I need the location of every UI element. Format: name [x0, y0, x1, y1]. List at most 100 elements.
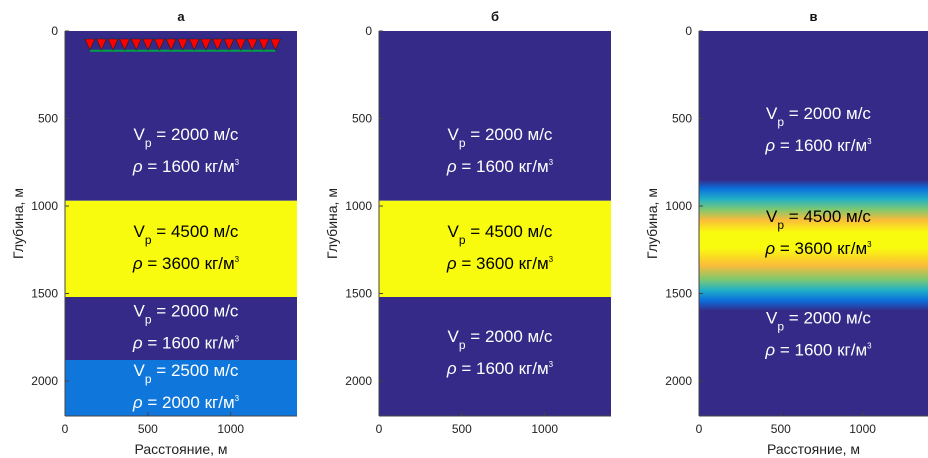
vp-value: 4500: [171, 222, 209, 241]
vp-subscript: p: [777, 218, 784, 232]
rho-value: 3600: [162, 254, 200, 273]
vp-equals: =: [784, 104, 803, 123]
rho-equals: =: [457, 254, 476, 273]
rho-annotation: ρ = 2000 кг/м3: [132, 393, 240, 412]
y-tick-label: 2000: [31, 374, 58, 388]
rho-symbol: ρ: [764, 239, 775, 258]
y-tick-label: 1500: [31, 287, 58, 301]
receiver-triangle: [142, 38, 154, 51]
rho-annotation: ρ = 1600 кг/м3: [446, 359, 554, 378]
density-unit-superscript: 3: [235, 158, 240, 167]
y-axis-label: Глубина, м: [10, 188, 26, 259]
velocity-unit: м/с: [214, 222, 239, 241]
vp-annotation: Vp = 2000 м/с: [448, 125, 553, 150]
x-tick-label: 500: [452, 422, 472, 436]
density-unit-superscript: 3: [549, 255, 554, 264]
velocity-unit: м/с: [846, 104, 871, 123]
vp-letter: V: [766, 207, 778, 226]
rho-symbol: ρ: [764, 341, 775, 360]
x-tick-label: 0: [696, 422, 703, 436]
vp-subscript: p: [145, 233, 152, 247]
receiver-triangle: [119, 38, 131, 51]
vp-equals: =: [466, 125, 485, 144]
y-tick-label: 1500: [665, 287, 692, 301]
velocity-unit: м/с: [528, 222, 553, 241]
receiver-triangle: [258, 38, 270, 51]
y-tick-label: 1500: [345, 287, 372, 301]
velocity-unit: м/с: [214, 361, 239, 380]
density-unit: кг/м: [519, 254, 549, 273]
vp-value: 2000: [485, 327, 523, 346]
rho-annotation: ρ = 1600 кг/м3: [764, 136, 872, 155]
vp-letter: V: [448, 327, 460, 346]
x-axis-label: Расстояние, м: [134, 441, 227, 457]
velocity-unit: м/с: [214, 302, 239, 321]
vp-equals: =: [466, 222, 485, 241]
vp-value: 2000: [803, 104, 841, 123]
density-unit: кг/м: [837, 239, 867, 258]
vp-subscript: p: [777, 115, 784, 129]
density-unit-superscript: 3: [235, 394, 240, 403]
y-tick-label: 500: [352, 112, 372, 126]
y-tick-label: 2000: [345, 374, 372, 388]
rho-value: 1600: [795, 136, 833, 155]
rho-annotation: ρ = 3600 кг/м3: [764, 239, 872, 258]
density-unit: кг/м: [205, 254, 235, 273]
rho-annotation: ρ = 3600 кг/м3: [446, 254, 554, 273]
rho-equals: =: [775, 341, 794, 360]
rho-value: 3600: [476, 254, 514, 273]
density-unit-superscript: 3: [235, 335, 240, 344]
rho-symbol: ρ: [446, 254, 457, 273]
receiver-triangle: [211, 38, 223, 51]
vp-value: 4500: [803, 207, 841, 226]
vp-letter: V: [766, 104, 778, 123]
x-tick-label: 500: [771, 422, 791, 436]
x-tick-label: 0: [62, 422, 69, 436]
rho-annotation: ρ = 1600 кг/м3: [132, 334, 240, 353]
receiver-triangle: [223, 38, 235, 51]
vp-annotation: Vp = 2000 м/с: [448, 327, 553, 352]
density-unit: кг/м: [519, 359, 549, 378]
vp-value: 2500: [171, 361, 209, 380]
vp-subscript: p: [459, 136, 466, 150]
vp-letter: V: [134, 125, 146, 144]
vp-value: 2000: [485, 125, 523, 144]
receiver-triangle: [95, 38, 107, 51]
panel-title: а: [177, 9, 185, 24]
density-unit-superscript: 3: [867, 137, 872, 146]
y-tick-label: 500: [38, 112, 58, 126]
velocity-unit: м/с: [846, 207, 871, 226]
rho-value: 3600: [795, 239, 833, 258]
layer-fill: [379, 297, 611, 416]
receiver-triangle: [188, 38, 200, 51]
vp-letter: V: [134, 302, 146, 321]
vp-letter: V: [134, 361, 146, 380]
rho-annotation: ρ = 1600 кг/м3: [764, 341, 872, 360]
rho-equals: =: [143, 157, 162, 176]
y-tick-label: 2000: [665, 374, 692, 388]
x-tick-label: 1000: [849, 422, 876, 436]
layer-fill: [65, 31, 297, 201]
vp-equals: =: [152, 302, 171, 321]
receiver-triangle: [177, 38, 189, 51]
density-unit: кг/м: [205, 393, 235, 412]
velocity-unit: м/с: [846, 309, 871, 328]
rho-symbol: ρ: [132, 254, 143, 273]
receiver-triangle: [200, 38, 212, 51]
density-unit-superscript: 3: [867, 240, 872, 249]
rho-annotation: ρ = 3600 кг/м3: [132, 254, 240, 273]
rho-symbol: ρ: [132, 393, 143, 412]
gradient-field: [699, 31, 928, 416]
receiver-triangle: [246, 38, 258, 51]
vp-subscript: p: [145, 372, 152, 386]
vp-letter: V: [766, 309, 778, 328]
vp-annotation: Vp = 2500 м/с: [134, 361, 239, 386]
y-tick-label: 1000: [345, 199, 372, 213]
rho-value: 1600: [476, 157, 514, 176]
rho-equals: =: [457, 359, 476, 378]
rho-symbol: ρ: [764, 136, 775, 155]
receiver-triangle: [130, 38, 142, 51]
vp-annotation: Vp = 2000 м/с: [766, 309, 871, 334]
receiver-triangle: [165, 38, 177, 51]
